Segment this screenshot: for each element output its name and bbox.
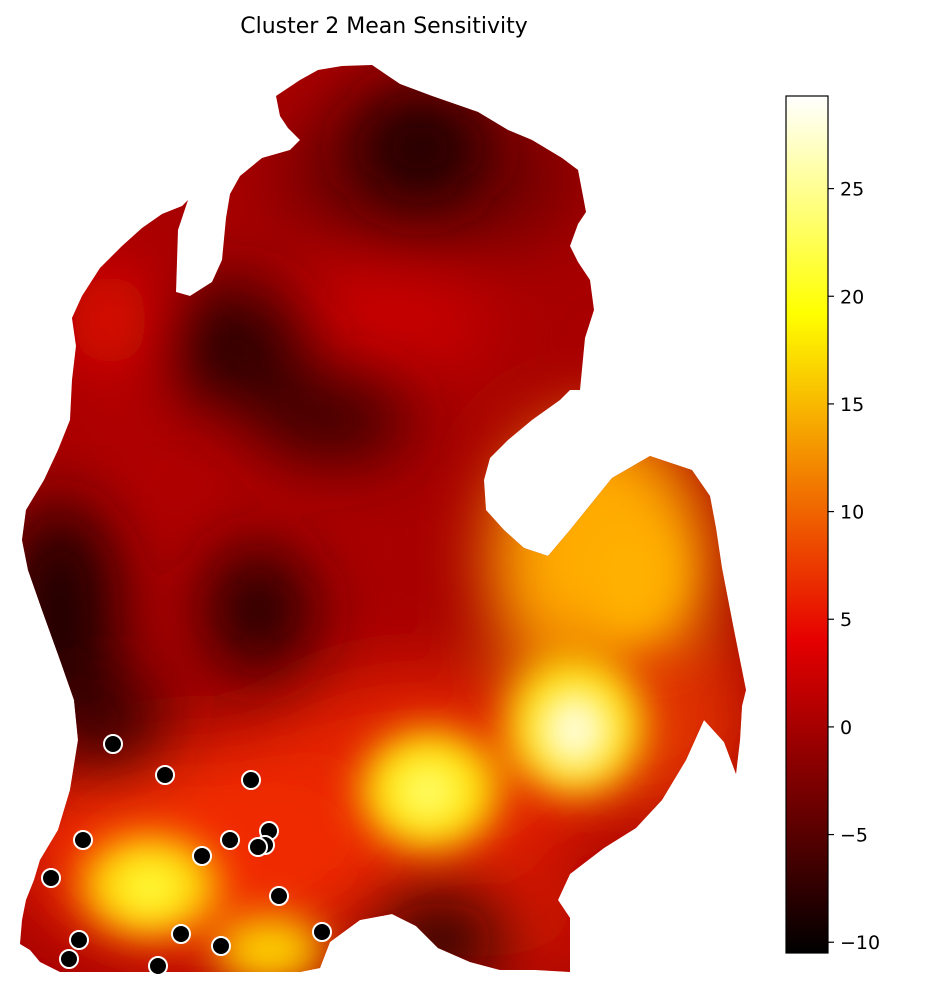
colorbar-ticks: −10 −5 0 5 10 15 20 25 bbox=[828, 179, 880, 954]
site-marker bbox=[69, 930, 89, 950]
site-marker bbox=[41, 868, 61, 888]
colorbar-tick-label: 10 bbox=[840, 502, 864, 524]
site-marker bbox=[248, 837, 268, 857]
colorbar-tick-label: −5 bbox=[840, 825, 868, 847]
colorbar: −10 −5 0 5 10 15 20 25 bbox=[785, 95, 880, 954]
site-marker bbox=[220, 830, 240, 850]
site-marker bbox=[269, 886, 289, 906]
colorbar-tick-label: 25 bbox=[840, 179, 864, 201]
site-marker bbox=[148, 956, 168, 976]
site-marker bbox=[241, 770, 261, 790]
colorbar-gradient bbox=[785, 95, 829, 954]
site-marker bbox=[192, 846, 212, 866]
site-marker bbox=[103, 734, 123, 754]
site-marker bbox=[171, 924, 191, 944]
colorbar-tick-label: 5 bbox=[840, 609, 852, 631]
site-marker bbox=[59, 949, 79, 969]
site-marker bbox=[211, 936, 231, 956]
colorbar-tick-label: −10 bbox=[840, 932, 880, 954]
chart-title: Cluster 2 Mean Sensitivity bbox=[240, 14, 528, 39]
site-marker bbox=[312, 922, 332, 942]
site-markers bbox=[41, 734, 332, 976]
colorbar-tick-label: 20 bbox=[840, 286, 864, 308]
colorbar-tick-label: 0 bbox=[840, 717, 852, 739]
site-marker bbox=[73, 830, 93, 850]
heatmap-field bbox=[20, 65, 746, 972]
colorbar-tick-label: 15 bbox=[840, 394, 864, 416]
site-marker bbox=[155, 765, 175, 785]
